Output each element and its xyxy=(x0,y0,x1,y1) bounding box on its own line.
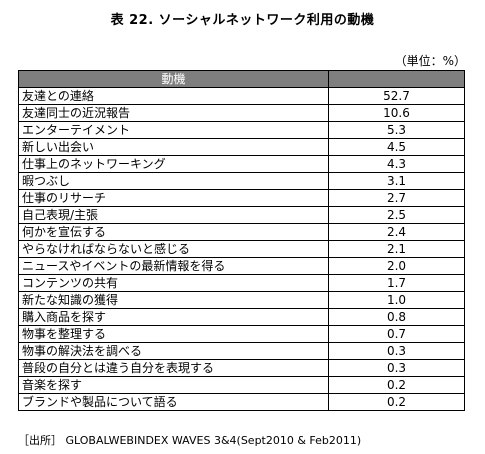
row-label: 友達同士の近況報告 xyxy=(18,104,329,122)
table-header-row: 動機 xyxy=(18,70,465,88)
row-label: 仕事のリサーチ xyxy=(18,189,329,207)
row-label: ブランドや製品について語る xyxy=(18,393,329,411)
table-row: 友達との連絡 52.7 xyxy=(18,87,465,105)
row-value: 0.8 xyxy=(328,308,465,326)
row-value: 10.6 xyxy=(328,104,465,122)
row-label: ニュースやイベントの最新情報を得る xyxy=(18,257,329,275)
row-value: 0.2 xyxy=(328,376,465,394)
table-row: 仕事上のネットワーキング 4.3 xyxy=(18,155,465,173)
row-label: エンターテイメント xyxy=(18,121,329,139)
row-label: やらなければならないと感じる xyxy=(18,240,329,258)
table-row: 新しい出会い 4.5 xyxy=(18,138,465,156)
row-label: 普段の自分とは違う自分を表現する xyxy=(18,359,329,377)
table-row: 友達同士の近況報告 10.6 xyxy=(18,104,465,122)
row-label: 新たな知識の獲得 xyxy=(18,291,329,309)
table-title: 表 22. ソーシャルネットワーク利用の動機 xyxy=(110,13,375,28)
table-row: ブランドや製品について語る 0.2 xyxy=(18,393,465,411)
row-value: 1.0 xyxy=(328,291,465,309)
row-value: 2.5 xyxy=(328,206,465,224)
table-row: エンターテイメント 5.3 xyxy=(18,121,465,139)
row-label: 新しい出会い xyxy=(18,138,329,156)
row-label: 仕事上のネットワーキング xyxy=(18,155,329,173)
row-label: 自己表現/主張 xyxy=(18,206,329,224)
table-row: 何かを宣伝する 2.4 xyxy=(18,223,465,241)
table-row: 購入商品を探す 0.8 xyxy=(18,308,465,326)
row-label: 友達との連絡 xyxy=(18,87,329,105)
table-row: 暇つぶし 3.1 xyxy=(18,172,465,190)
column-header-value xyxy=(328,70,465,88)
row-value: 4.3 xyxy=(328,155,465,173)
row-value: 5.3 xyxy=(328,121,465,139)
row-value: 1.7 xyxy=(328,274,465,292)
row-value: 2.1 xyxy=(328,240,465,258)
row-value: 52.7 xyxy=(328,87,465,105)
table-row: 物事の解決法を調べる 0.3 xyxy=(18,342,465,360)
source-note: ［出所］ GLOBALWEBINDEX WAVES 3&4(Sept2010 &… xyxy=(18,434,362,447)
row-value: 2.7 xyxy=(328,189,465,207)
row-value: 4.5 xyxy=(328,138,465,156)
row-label: 何かを宣伝する xyxy=(18,223,329,241)
table-row: ニュースやイベントの最新情報を得る 2.0 xyxy=(18,257,465,275)
table-row: やらなければならないと感じる 2.1 xyxy=(18,240,465,258)
table-row: 新たな知識の獲得 1.0 xyxy=(18,291,465,309)
row-label: 音楽を探す xyxy=(18,376,329,394)
row-value: 2.0 xyxy=(328,257,465,275)
column-header-motive: 動機 xyxy=(18,70,329,88)
row-label: 暇つぶし xyxy=(18,172,329,190)
table-row: 普段の自分とは違う自分を表現する 0.3 xyxy=(18,359,465,377)
table-row: コンテンツの共有 1.7 xyxy=(18,274,465,292)
table-row: 自己表現/主張 2.5 xyxy=(18,206,465,224)
row-value: 0.2 xyxy=(328,393,465,411)
table-row: 音楽を探す 0.2 xyxy=(18,376,465,394)
motives-table: 動機 友達との連絡 52.7 友達同士の近況報告 10.6 エンターテイメント 5.3… xyxy=(18,70,465,411)
row-label: 物事を整理する xyxy=(18,325,329,343)
row-value: 0.7 xyxy=(328,325,465,343)
row-value: 0.3 xyxy=(328,359,465,377)
unit-note: （単位：%） xyxy=(394,54,466,68)
table-row: 仕事のリサーチ 2.7 xyxy=(18,189,465,207)
row-label: コンテンツの共有 xyxy=(18,274,329,292)
table-row: 物事を整理する 0.7 xyxy=(18,325,465,343)
row-label: 物事の解決法を調べる xyxy=(18,342,329,360)
row-value: 2.4 xyxy=(328,223,465,241)
row-value: 0.3 xyxy=(328,342,465,360)
row-label: 購入商品を探す xyxy=(18,308,329,326)
row-value: 3.1 xyxy=(328,172,465,190)
